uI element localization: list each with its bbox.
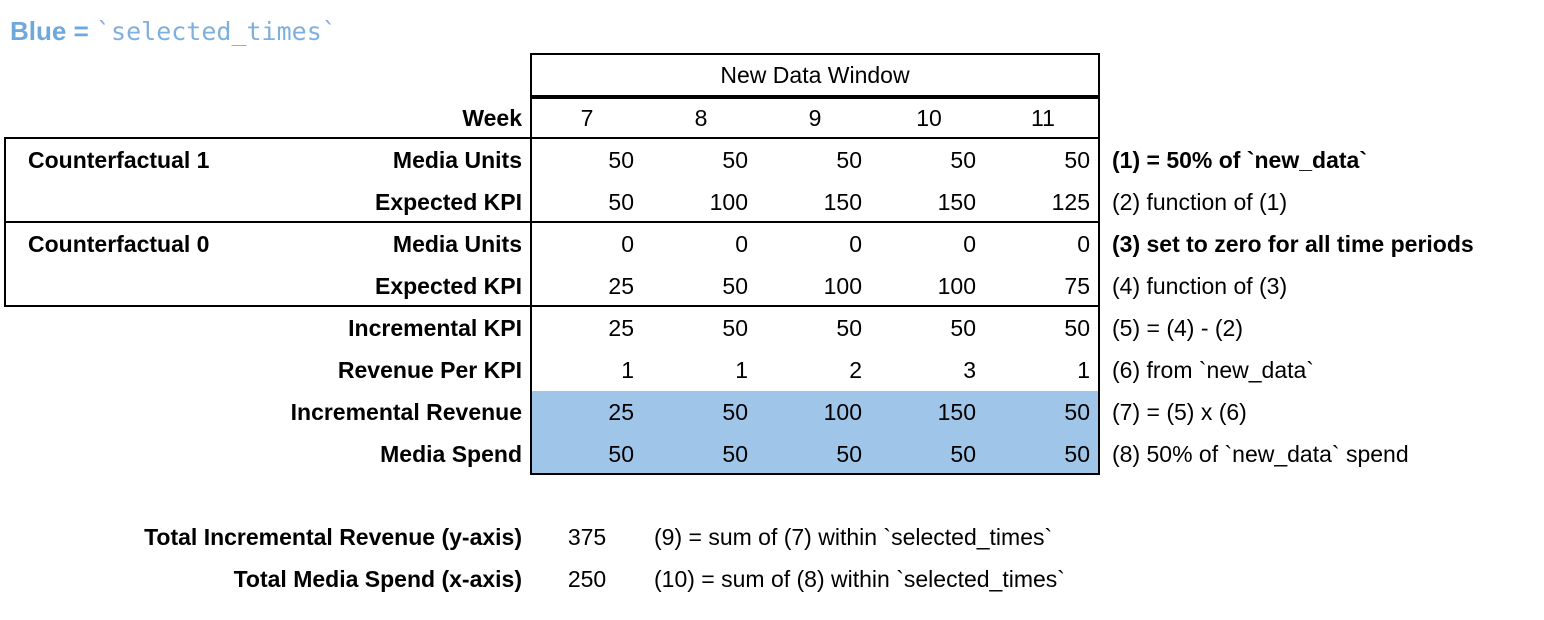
table-cell: 50 [950,146,976,173]
table-cell: 150 [937,188,976,215]
group-label-counterfactual-1: Counterfactual 1 [28,146,210,173]
table-cell: 0 [849,230,862,257]
total-incremental-revenue-annotation: (9) = sum of (7) within `selected_times` [654,523,1053,550]
row-annotation: (5) = (4) - (2) [1112,314,1243,341]
table-cell-highlighted: 100 [823,398,862,425]
total-incremental-revenue-value: 375 [567,523,607,550]
row-annotation: (8) 50% of `new_data` spend [1112,440,1409,467]
table-cell-highlighted: 50 [950,440,976,467]
total-media-spend-value: 250 [567,565,607,592]
table-cell: 3 [963,356,976,383]
row-label-cell: Incremental Revenue [0,391,530,433]
table-cell: 100 [937,272,976,299]
table-cell: 2 [849,356,862,383]
week-10: 10 [916,104,942,131]
table-cell: 50 [836,146,862,173]
row-annotation: (6) from `new_data` [1112,356,1314,383]
week-9: 9 [808,104,822,131]
table-cell: 1 [1077,356,1090,383]
table-cell: 0 [1077,230,1090,257]
table-cell: 1 [735,356,748,383]
row-annotation: (7) = (5) x (6) [1112,398,1247,425]
table-cell: 1 [621,356,634,383]
row-label: Incremental KPI [348,314,522,341]
legend-code: `selected_times` [95,17,337,46]
table-cell: 50 [836,314,862,341]
table-cell: 50 [608,146,634,173]
table-cell-highlighted: 50 [608,440,634,467]
row-annotation: (3) set to zero for all time periods [1112,230,1474,257]
table-cell-highlighted: 50 [836,440,862,467]
total-media-spend-label: Total Media Spend (x-axis) [233,565,522,592]
table-cell: 50 [608,188,634,215]
row-annotation: (2) function of (1) [1112,188,1288,215]
table-cell-highlighted: 50 [1064,440,1090,467]
table-cell: 150 [823,188,862,215]
table-cell: 50 [722,146,748,173]
row-label: Media Units [392,230,522,257]
row-label-cell: Incremental KPI [0,307,530,349]
table-cell: 100 [823,272,862,299]
row-label-cell: Counterfactual 1 Media Units [0,139,530,181]
row-label: Expected KPI [375,188,522,215]
table-cell: 0 [963,230,976,257]
table-cell-highlighted: 50 [1064,398,1090,425]
legend-blue-selected-times: Blue = `selected_times` [10,16,337,47]
table-cell-highlighted: 50 [722,440,748,467]
total-incremental-revenue-label: Total Incremental Revenue (y-axis) [144,523,522,550]
group-label-counterfactual-0: Counterfactual 0 [28,230,210,257]
table-cell: 50 [1064,146,1090,173]
row-label-cell: Expected KPI [0,181,530,223]
table-cell: 25 [608,272,634,299]
table-cell-highlighted: 50 [722,398,748,425]
week-note-spacer [1100,97,1534,139]
row-label: Incremental Revenue [290,398,522,425]
week-label: Week [462,104,522,131]
totals-summary: Total Incremental Revenue (y-axis) 375 (… [0,516,1065,600]
table-cell: 50 [950,314,976,341]
selected-times-highlight [532,391,1098,473]
table-cell-highlighted: 150 [937,398,976,425]
week-7: 7 [580,104,594,131]
counterfactual-table: New Data Window Week 7 8 9 10 11 Counter… [0,53,1534,475]
row-label-cell: Media Spend [0,433,530,475]
week-8: 8 [694,104,708,131]
row-label: Revenue Per KPI [337,356,522,383]
header-spacer [0,53,530,97]
total-media-spend-annotation: (10) = sum of (8) within `selected_times… [654,565,1065,592]
row-annotation: (4) function of (3) [1112,272,1288,299]
row-label: Expected KPI [375,272,522,299]
table-cell: 100 [709,188,748,215]
legend-prefix: Blue = [10,16,89,46]
row-label-cell: Counterfactual 0 Media Units [0,223,530,265]
new-data-window-header: New Data Window [720,61,910,88]
table-cell: 50 [722,272,748,299]
row-annotation: (1) = 50% of `new_data` [1112,146,1367,173]
row-label: Media Units [392,146,522,173]
row-label: Media Spend [380,440,522,467]
table-cell: 125 [1051,188,1090,215]
table-cell: 0 [621,230,634,257]
week-11: 11 [1031,104,1055,131]
row-label-cell: Expected KPI [0,265,530,307]
table-cell: 50 [1064,314,1090,341]
table-cell-highlighted: 25 [608,398,634,425]
row-label-cell: Revenue Per KPI [0,349,530,391]
table-cell: 50 [722,314,748,341]
table-cell: 75 [1064,272,1090,299]
table-cell: 25 [608,314,634,341]
table-cell: 0 [735,230,748,257]
header-note-spacer [1100,53,1534,97]
